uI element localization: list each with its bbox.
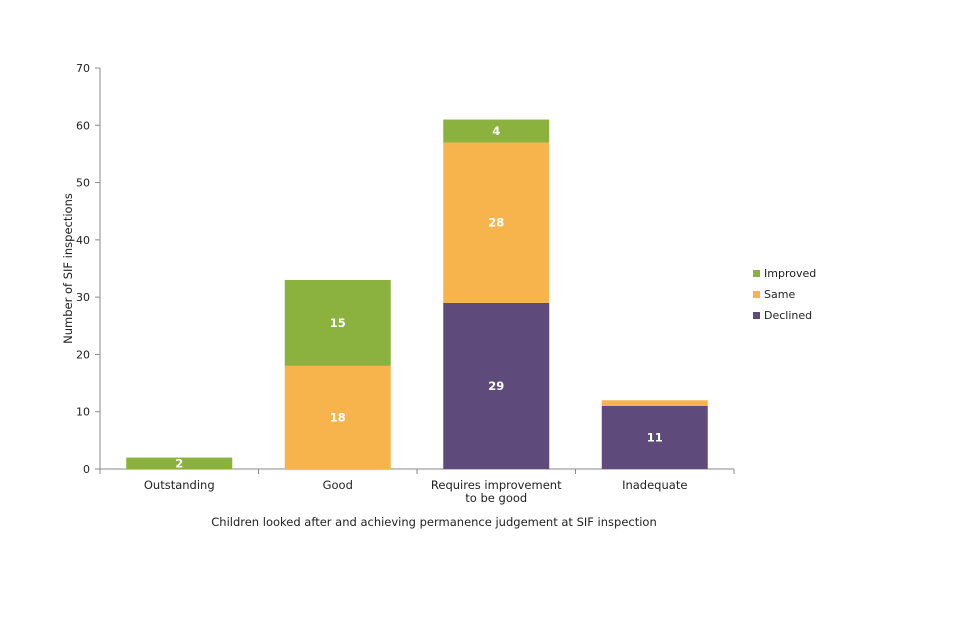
y-axis: 0 10 20 30 40 50 60 70 xyxy=(76,62,101,476)
x-category-label: Outstanding xyxy=(144,478,215,492)
bar-segment-improved xyxy=(126,457,233,469)
bar-segment-declined xyxy=(443,302,550,469)
x-category-label: Requires improvement to be good xyxy=(431,478,562,505)
bars xyxy=(126,119,708,469)
x-category-label: Good xyxy=(323,478,353,492)
y-tick-label: 60 xyxy=(76,119,90,132)
legend-label: Improved xyxy=(764,267,816,280)
y-axis-title: Number of SIF inspections xyxy=(61,193,75,344)
bar-segment-same xyxy=(601,400,708,406)
data-label: 11 xyxy=(647,430,663,444)
data-labels: 2 18 15 29 28 4 11 xyxy=(175,124,663,470)
bar-segment-same xyxy=(284,365,391,469)
legend-label: Same xyxy=(764,288,795,301)
bar-segment-declined xyxy=(601,405,708,469)
y-tick-label: 70 xyxy=(76,62,90,75)
y-tick-label: 50 xyxy=(76,177,90,190)
x-category-label: Inadequate xyxy=(622,478,687,492)
bar-segment-same xyxy=(443,142,550,303)
y-tick-label: 0 xyxy=(83,463,90,476)
legend-swatch xyxy=(753,291,760,298)
data-label: 18 xyxy=(330,410,346,424)
legend-swatch xyxy=(753,270,760,277)
bar-segment-improved xyxy=(443,119,550,143)
data-label: 4 xyxy=(492,124,500,138)
x-axis-title: Children looked after and achieving perm… xyxy=(211,515,657,529)
y-tick-label: 40 xyxy=(76,234,90,247)
x-axis: Outstanding Good Requires improvement to be… xyxy=(99,468,735,505)
data-label: 2 xyxy=(175,456,183,470)
data-label: 28 xyxy=(488,216,504,230)
legend-swatch xyxy=(753,312,760,319)
y-tick-label: 30 xyxy=(76,291,90,304)
y-tick-label: 10 xyxy=(76,406,90,419)
y-tick-label: 20 xyxy=(76,348,90,361)
data-label: 15 xyxy=(330,316,346,330)
data-label: 29 xyxy=(488,379,504,393)
bar-segment-improved xyxy=(284,279,391,366)
legend-label: Declined xyxy=(764,309,812,322)
legend: Improved Same Declined xyxy=(753,267,816,322)
